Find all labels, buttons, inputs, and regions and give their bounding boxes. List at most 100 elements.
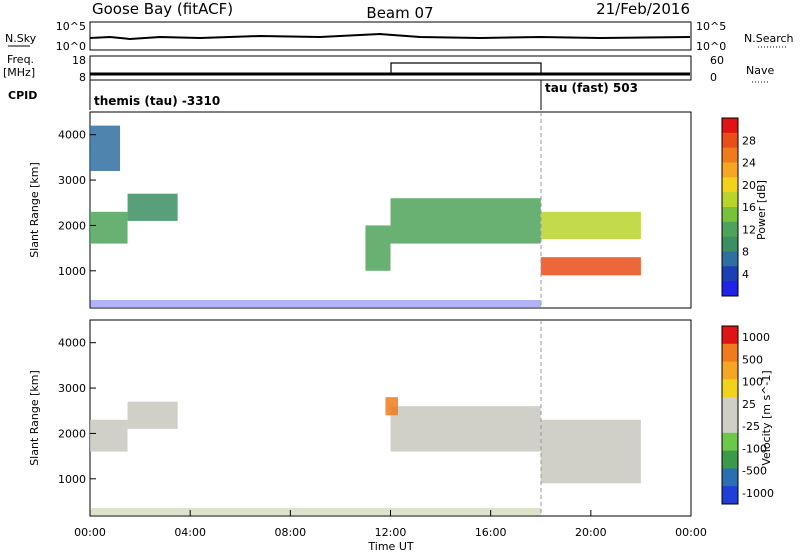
freq-unit-label: [MHz] [3,66,35,79]
cpid-strip: CPID themis (tau) -3310 tau (fast) 503 [8,80,638,110]
nave-tick-top: 60 [710,54,724,67]
colorbar-swatch [722,162,738,178]
velocity-feature-1 [90,419,128,452]
velocity-colorbar-label: Velocity [m s^-1] [760,370,773,465]
noise-tick-left-top: 10^5 [56,20,86,33]
velocity-ylabel: Slant Range [km] [28,370,41,466]
velocity-feature-3 [390,406,541,452]
colorbar-tick-label: 8 [742,246,749,259]
velocity-ground-scatter [90,508,541,515]
colorbar-swatch [722,207,738,223]
power-ylabel: Slant Range [km] [28,162,41,258]
colorbar-swatch [722,266,738,282]
velocity-feature-4 [540,419,641,484]
colorbar-swatch [722,251,738,267]
nsky-label: N.Sky [5,32,37,45]
power-colorbar-label: Power [dB] [755,180,768,240]
x-tick-label: 20:00 [575,526,607,539]
y-tick-label: 4000 [58,129,86,142]
beam-title: Beam 07 [366,4,433,22]
colorbar-tick-label: -100 [742,442,767,455]
freq-tick-bottom: 8 [79,71,86,84]
colorbar-tick-label: 4 [742,268,749,281]
velocity-xlabel: Time UT [367,540,413,553]
power-feature-2 [90,211,128,244]
colorbar-swatch [722,486,738,505]
colorbar-swatch [722,147,738,163]
colorbar-swatch [722,379,738,398]
nave-label: Nave [746,64,774,77]
colorbar-swatch [722,177,738,193]
noise-tick-right-top: 10^5 [696,20,726,33]
power-feature-1 [90,125,121,171]
power-panel: 1000 2000 3000 4000 Slant Range [km] [28,111,692,309]
colorbar-tick-label: 1000 [742,331,770,344]
cpid-segment-2: tau (fast) 503 [545,81,638,95]
y-tick-label: 1000 [58,473,86,486]
freq-panel: Freq. [MHz] 18 8 60 0 Nave [3,53,774,84]
x-tick-label: 04:00 [174,526,206,539]
colorbar-swatch [722,343,738,363]
colorbar-tick-label: 24 [742,157,756,170]
colorbar-tick-label: -500 [742,465,767,478]
colorbar-tick-label: -25 [742,420,760,433]
power-feature-6 [540,211,641,240]
power-colorbar: 4 8 12 16 20 24 28 Power [dB] [721,117,768,297]
nave-tick-bottom: 0 [710,71,717,84]
colorbar-swatch [722,221,738,238]
noise-tick-right-bottom: 10^0 [696,40,726,53]
freq-tick-top: 18 [72,54,86,67]
x-tick-label: 16:00 [475,526,507,539]
x-tick-label: 12:00 [375,526,407,539]
date-title: 21/Feb/2016 [596,0,690,18]
x-tick-label: 00:00 [74,526,106,539]
colorbar-tick-label: 12 [742,223,756,236]
colorbar-tick-label: 500 [742,353,763,366]
colorbar-swatch [722,432,738,452]
velocity-colorbar: 1000 500 100 25 -25 -100 -500 -1000 Velocity [m… [721,325,774,505]
nsearch-label: N.Search [744,32,794,45]
velocity-panel: 1000 2000 3000 4000 00:00 04:00 08:00 12:00 16:… [28,319,707,553]
noise-sky-trace [89,32,691,41]
y-tick-label: 3000 [58,382,86,395]
colorbar-swatch [722,132,738,149]
colorbar-tick-label: 25 [742,398,756,411]
colorbar-swatch [722,281,738,297]
velocity-data [90,397,641,515]
colorbar-tick-label: 28 [742,134,756,147]
colorbar-swatch [722,326,738,345]
colorbar-swatch [722,236,738,252]
colorbar-swatch [722,118,738,134]
power-feature-3 [127,193,178,221]
colorbar-tick-label: -1000 [742,487,774,500]
station-title: Goose Bay (fitACF) [92,0,233,18]
velocity-y-ticks: 1000 2000 3000 4000 [58,337,96,486]
nave-box [390,62,542,75]
power-ground-scatter [90,300,541,307]
power-y-ticks: 1000 2000 3000 4000 [58,129,96,278]
power-feature-5 [390,198,541,244]
y-tick-label: 2000 [58,427,86,440]
colorbar-swatch [722,397,738,416]
velocity-x-ticks: 00:00 04:00 08:00 12:00 16:00 20:00 00:00 [74,510,707,539]
velocity-feature-5 [385,397,399,416]
power-data [90,125,641,307]
velocity-feature-2 [127,401,178,429]
y-tick-label: 1000 [58,265,86,278]
colorbar-tick-label: 16 [742,201,756,214]
y-tick-label: 4000 [58,337,86,350]
x-tick-label: 00:00 [675,526,707,539]
cpid-segment-1: themis (tau) -3310 [94,94,220,108]
colorbar-swatch [722,468,738,487]
colorbar-swatch [722,450,738,469]
colorbar-tick-label: 100 [742,376,763,389]
colorbar-swatch [722,192,738,208]
cpid-label: CPID [8,89,37,102]
power-feature-7 [540,257,641,276]
freq-label: Freq. [7,53,34,66]
x-tick-label: 08:00 [274,526,306,539]
colorbar-tick-label: 20 [742,179,756,192]
noise-tick-left-bottom: 10^0 [56,40,86,53]
noise-panel: N.Sky 10^5 10^0 10^5 10^0 N.Search [5,20,794,53]
